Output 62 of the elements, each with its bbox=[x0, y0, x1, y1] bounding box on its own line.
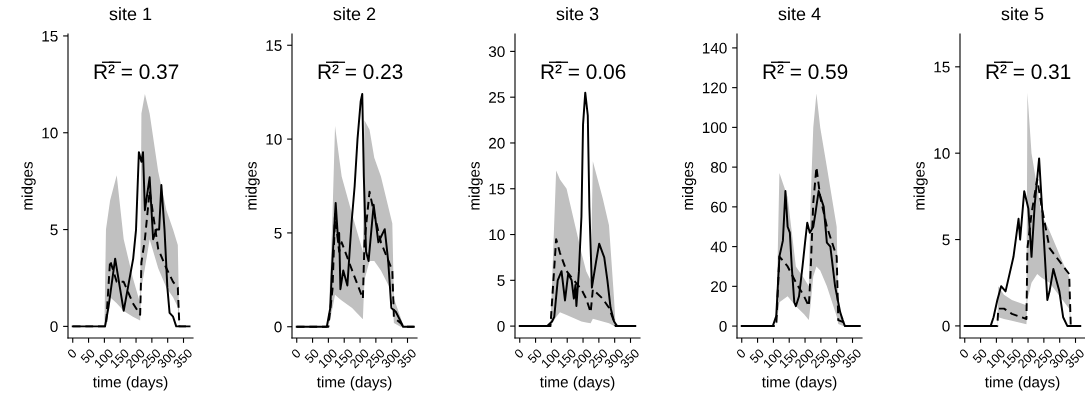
y-tick-label: 140 bbox=[702, 42, 727, 54]
y-tick-label: 60 bbox=[711, 201, 727, 213]
x-tick-label: 100 bbox=[93, 348, 114, 369]
x-tick-label: 100 bbox=[317, 348, 338, 369]
x-axis-title: time (days) bbox=[984, 376, 1060, 391]
y-tick-label: 20 bbox=[489, 137, 505, 149]
y-tick-label: 0 bbox=[942, 320, 950, 332]
y-tick-label: 20 bbox=[711, 281, 727, 293]
x-tick-label: 50 bbox=[304, 348, 320, 364]
annotation: R̅²̅ = 0.37 bbox=[94, 61, 179, 80]
y-tick-label: 5 bbox=[274, 227, 282, 239]
x-tick-label: 50 bbox=[972, 348, 988, 364]
annotation: R̅²̅ = 0.59 bbox=[763, 61, 848, 80]
x-tick-label: 100 bbox=[985, 348, 1006, 369]
y-tick-label: 0 bbox=[50, 321, 58, 333]
y-tick-label: 25 bbox=[489, 92, 505, 103]
chart-title: site 5 bbox=[1001, 7, 1044, 21]
x-tick-label: 100 bbox=[540, 348, 561, 369]
x-tick-label: 0 bbox=[958, 348, 970, 359]
x-tick-label: 100 bbox=[762, 348, 783, 369]
x-axis-title: time (days) bbox=[92, 376, 168, 391]
x-axis-title: time (days) bbox=[316, 376, 392, 391]
y-tick-label: 5 bbox=[50, 224, 58, 236]
y-tick-label: 40 bbox=[710, 241, 727, 253]
y-tick-label: 15 bbox=[266, 40, 282, 51]
x-tick-label: 0 bbox=[290, 348, 302, 359]
y-tick-label: 15 bbox=[42, 30, 58, 42]
annotation: R̅²̅ = 0.23 bbox=[318, 61, 403, 80]
y-tick-label: 30 bbox=[488, 46, 505, 58]
x-tick-label: 0 bbox=[66, 348, 78, 359]
x-tick-label: 0 bbox=[735, 348, 747, 359]
chart-title: site 1 bbox=[109, 7, 152, 21]
y-tick-label: 100 bbox=[702, 122, 727, 134]
y-axis-title: midges bbox=[681, 161, 697, 210]
chart-title: site 4 bbox=[778, 7, 821, 21]
x-tick-label: 0 bbox=[513, 348, 525, 359]
y-tick-label: 0 bbox=[497, 320, 505, 332]
y-tick-label: 10 bbox=[489, 229, 505, 241]
y-axis-title: midges bbox=[913, 161, 928, 210]
x-tick-label: 50 bbox=[80, 348, 96, 364]
y-tick-label: 0 bbox=[719, 320, 727, 332]
y-tick-label: 5 bbox=[497, 275, 505, 286]
y-axis-title: midges bbox=[468, 161, 483, 210]
y-tick-label: 15 bbox=[934, 61, 950, 73]
x-axis-title: time (days) bbox=[539, 376, 615, 391]
y-tick-label: 5 bbox=[942, 234, 950, 246]
x-tick-label: 50 bbox=[749, 348, 765, 364]
y-tick-label: 10 bbox=[934, 148, 950, 159]
y-tick-label: 0 bbox=[274, 321, 282, 333]
y-axis-title: midges bbox=[245, 161, 260, 210]
y-tick-label: 10 bbox=[42, 127, 58, 139]
annotation: R̅²̅ = 0.31 bbox=[986, 61, 1071, 80]
annotation: R̅²̅ = 0.06 bbox=[541, 61, 626, 80]
y-tick-label: 80 bbox=[710, 161, 727, 173]
x-axis-title: time (days) bbox=[761, 376, 837, 391]
chart-title: site 2 bbox=[333, 7, 376, 21]
y-axis-title: midges bbox=[21, 161, 36, 210]
y-tick-label: 10 bbox=[266, 133, 282, 145]
y-tick-label: 120 bbox=[702, 82, 727, 94]
chart-title: site 3 bbox=[556, 7, 599, 21]
x-tick-label: 50 bbox=[527, 348, 543, 364]
y-tick-label: 15 bbox=[489, 183, 505, 195]
